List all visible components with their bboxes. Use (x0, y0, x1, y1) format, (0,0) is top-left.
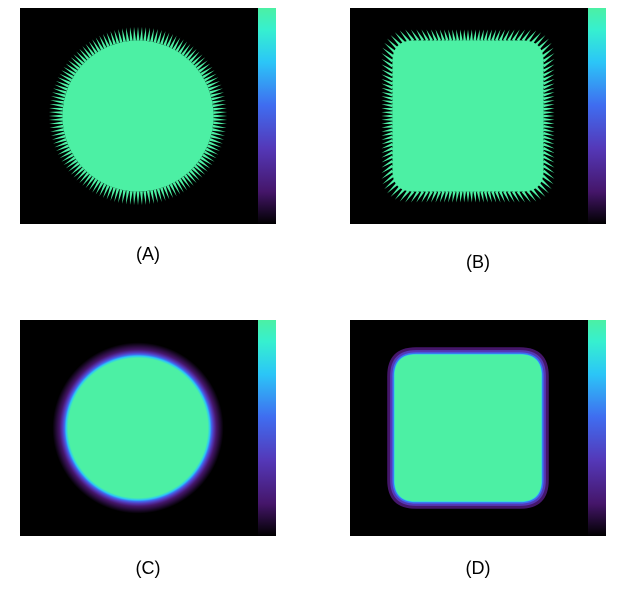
plot-C (20, 320, 256, 536)
plot-A (20, 8, 256, 224)
colorbar-C (258, 320, 276, 536)
colorbar-A (258, 8, 276, 224)
caption-D: (D) (350, 558, 606, 582)
colorbar-D (588, 320, 606, 536)
plot-B (350, 8, 586, 224)
panel-C (20, 320, 276, 536)
colorbar-B (588, 8, 606, 224)
caption-B: (B) (350, 252, 606, 276)
plot-D (350, 320, 586, 536)
caption-C: (C) (20, 558, 276, 582)
figure-grid: (A) (B) (C) (D) (0, 0, 624, 598)
caption-A: (A) (20, 244, 276, 268)
panel-B (350, 8, 606, 224)
panel-A (20, 8, 276, 224)
panel-D (350, 320, 606, 536)
